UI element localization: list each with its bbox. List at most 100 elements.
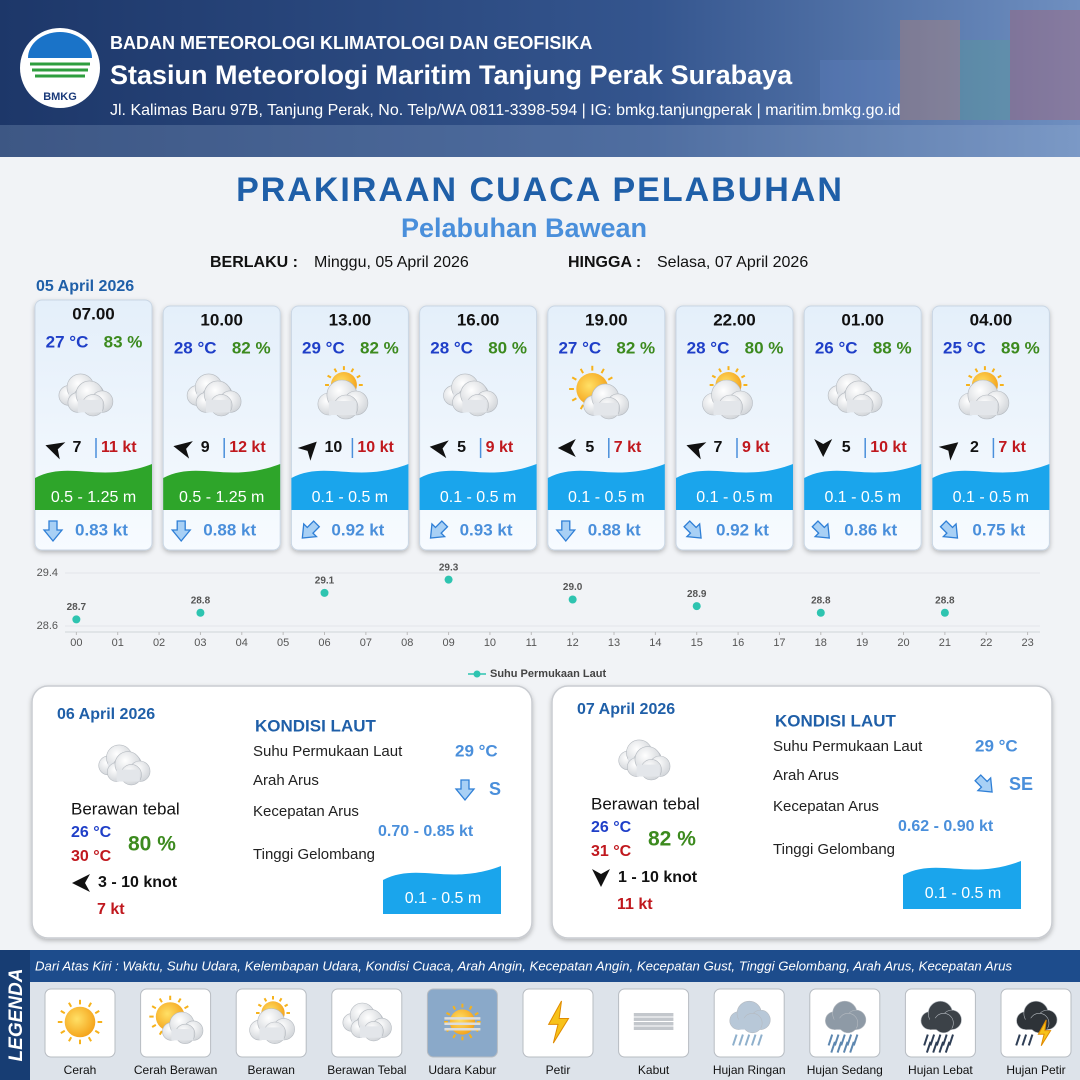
logo-text: BMKG bbox=[43, 91, 77, 103]
x-tick-label: 10 bbox=[484, 637, 496, 649]
header-decor bbox=[0, 10, 1080, 157]
sun-ray bbox=[468, 1034, 473, 1039]
x-tick-label: 00 bbox=[70, 637, 82, 649]
sun-ray bbox=[87, 1002, 92, 1008]
rain-drop bbox=[944, 1041, 951, 1053]
wave-label: Tinggi Gelombang bbox=[773, 841, 895, 858]
sun-ray bbox=[474, 1011, 479, 1016]
weather-icon bbox=[444, 1003, 481, 1041]
data-point bbox=[320, 588, 329, 597]
x-tick-label: 03 bbox=[194, 637, 206, 649]
wave-height: 0.1 - 0.5 m bbox=[312, 489, 388, 506]
rain-drop bbox=[1021, 1034, 1028, 1046]
sst: 29 °C bbox=[455, 741, 498, 760]
weather-icon bbox=[57, 999, 103, 1045]
legend-item: Berawan bbox=[248, 1063, 295, 1077]
sun-ray bbox=[94, 1010, 100, 1015]
cloud bbox=[825, 1000, 867, 1034]
data-label: 28.7 bbox=[67, 602, 87, 613]
rain-drop bbox=[833, 1034, 840, 1046]
title: PRAKIRAAN CUACA PELABUHAN bbox=[236, 171, 844, 209]
weather-icon bbox=[633, 1013, 674, 1031]
wave-band bbox=[676, 464, 793, 510]
sun-ray bbox=[87, 1036, 92, 1042]
wave-height: 0.1 - 0.5 m bbox=[824, 489, 900, 506]
temp-min: 26 °C bbox=[71, 824, 112, 841]
gust: 12 kt bbox=[229, 439, 266, 456]
rain-drop bbox=[846, 1034, 853, 1046]
sun-ray bbox=[718, 368, 722, 373]
data-label: 28.8 bbox=[811, 595, 831, 606]
current-arrow bbox=[683, 520, 702, 539]
sun-ray bbox=[607, 376, 613, 381]
rain-drop bbox=[948, 1034, 954, 1046]
cloud-part bbox=[969, 401, 997, 415]
air-temp: 28 °C bbox=[430, 338, 473, 357]
data-label: 29.3 bbox=[439, 562, 459, 573]
rain-drop bbox=[923, 1034, 929, 1046]
legend-label: Suhu Permukaan Laut bbox=[490, 668, 606, 680]
x-tick-label: 04 bbox=[236, 637, 248, 649]
current-dir: S bbox=[489, 779, 501, 799]
data-point bbox=[72, 615, 81, 624]
bolt bbox=[547, 1000, 570, 1044]
weather-icon bbox=[342, 1002, 392, 1042]
x-tick-label: 07 bbox=[360, 637, 372, 649]
cloud-part bbox=[359, 1026, 382, 1038]
current-speed: 0.88 kt bbox=[203, 520, 256, 539]
rain-drop bbox=[942, 1034, 948, 1046]
day-date: 07 April 2026 bbox=[577, 701, 675, 718]
rain-drop bbox=[744, 1034, 751, 1046]
sun-ray bbox=[968, 374, 973, 379]
sun-ray bbox=[68, 1002, 73, 1008]
legend-item: Cerah bbox=[64, 1063, 97, 1077]
cloud bbox=[162, 1011, 204, 1044]
sun-ray bbox=[60, 1010, 66, 1015]
cloud bbox=[249, 1008, 295, 1044]
speed-label: Kecepatan Arus bbox=[773, 798, 879, 815]
rain-drop bbox=[738, 1034, 744, 1046]
condition: Berawan tebal bbox=[71, 799, 180, 818]
air-temp: 25 °C bbox=[943, 338, 986, 357]
sun-ray bbox=[284, 1003, 289, 1008]
rain-drop bbox=[836, 1041, 843, 1053]
bolt bbox=[1037, 1019, 1052, 1047]
day-wind: 1 - 10 knot bbox=[618, 869, 698, 886]
rain-drop bbox=[852, 1034, 859, 1046]
cloud-part bbox=[206, 399, 231, 413]
cloud bbox=[583, 383, 630, 420]
x-tick-label: 21 bbox=[939, 637, 951, 649]
cloud bbox=[195, 380, 242, 417]
gust: 10 kt bbox=[870, 439, 907, 456]
wind-speed: 5 bbox=[585, 439, 594, 456]
air-temp: 28 °C bbox=[687, 338, 730, 357]
current-arrow bbox=[939, 520, 959, 539]
gust: 11 kt bbox=[101, 439, 137, 456]
current-range: 0.62 - 0.90 kt bbox=[898, 818, 994, 835]
data-point bbox=[196, 608, 205, 617]
sun-ray bbox=[263, 997, 268, 1002]
wind-arrow bbox=[72, 874, 90, 892]
rain-drop bbox=[827, 1034, 834, 1046]
rain-drop bbox=[925, 1041, 932, 1053]
humidity: 83 % bbox=[104, 332, 143, 351]
weather-icon bbox=[249, 996, 295, 1044]
x-tick-label: 05 bbox=[277, 637, 289, 649]
weather-icon bbox=[702, 366, 753, 420]
subtitle: Pelabuhan Bawean bbox=[401, 213, 647, 243]
cloud bbox=[67, 380, 114, 417]
time: 16.00 bbox=[457, 310, 500, 329]
wave-height: 0.1 - 0.5 m bbox=[440, 489, 516, 506]
sun-ray bbox=[177, 998, 182, 1003]
sun-disc bbox=[449, 1009, 475, 1035]
sun-ray bbox=[60, 1029, 66, 1034]
y-tick-label: 28.6 bbox=[37, 620, 58, 632]
x-tick-label: 23 bbox=[1021, 637, 1033, 649]
data-label: 28.8 bbox=[191, 595, 211, 606]
wind-speed: 10 bbox=[325, 439, 343, 456]
wave-band bbox=[547, 464, 665, 510]
cloud-part bbox=[636, 764, 660, 777]
wind-arrow bbox=[557, 439, 576, 457]
sun-ray bbox=[151, 1005, 157, 1010]
weather-icon bbox=[920, 1000, 962, 1053]
